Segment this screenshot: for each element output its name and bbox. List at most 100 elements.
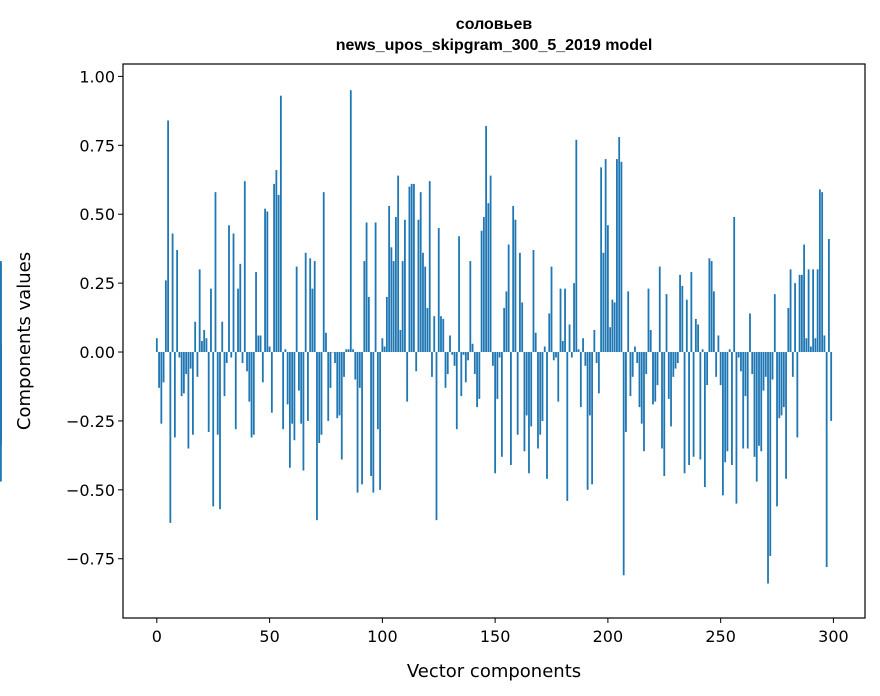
bar (778, 352, 781, 419)
bar (667, 352, 670, 399)
bar (683, 352, 686, 474)
bar (749, 313, 751, 353)
bar (796, 352, 799, 438)
bar (715, 352, 718, 377)
bar (476, 352, 478, 408)
bar (701, 349, 704, 353)
bar (697, 324, 699, 353)
bar (232, 233, 235, 353)
y-tick-label: 0.25 (79, 274, 115, 293)
bar (665, 294, 668, 353)
bar (656, 352, 659, 386)
bar (266, 211, 269, 353)
bar (649, 329, 652, 353)
bar (270, 352, 273, 413)
bar (467, 352, 469, 361)
y-tick-label: 1.00 (79, 67, 115, 86)
bar (302, 352, 305, 471)
bar (611, 299, 614, 353)
bar (712, 291, 715, 353)
bar (399, 329, 402, 353)
bar (212, 352, 215, 507)
bar (365, 222, 368, 353)
bar (246, 352, 248, 372)
bar (349, 90, 352, 353)
bar (674, 352, 677, 369)
bar (250, 352, 253, 438)
bar (442, 318, 445, 353)
bar (798, 274, 801, 353)
bar (277, 194, 280, 353)
bar (764, 352, 767, 377)
bar (214, 192, 217, 353)
bar (496, 352, 499, 399)
bar (201, 341, 203, 353)
bar (602, 252, 605, 353)
y-axis-label: Components values (14, 252, 35, 430)
bar (507, 244, 510, 353)
bar (690, 272, 693, 353)
bar (566, 352, 569, 501)
bar (361, 352, 363, 485)
bar (699, 352, 702, 460)
bar (758, 352, 760, 446)
bar (672, 352, 675, 377)
bar (273, 183, 275, 353)
bar (370, 352, 372, 477)
bar (579, 352, 582, 408)
y-tick-label: 0.50 (79, 205, 115, 224)
bar (676, 352, 679, 364)
bar (383, 346, 386, 353)
bar (613, 302, 616, 353)
bar (548, 313, 551, 353)
bar (794, 283, 796, 353)
bar (530, 352, 533, 427)
bar (814, 338, 817, 353)
bar (352, 349, 354, 353)
bar (394, 216, 397, 353)
bar (706, 352, 709, 386)
bar (503, 307, 506, 353)
bar (482, 216, 485, 353)
bar (645, 352, 648, 375)
bar (805, 338, 808, 353)
bar (523, 352, 526, 452)
bar (762, 352, 765, 391)
bar (410, 183, 413, 353)
bar (534, 332, 537, 353)
bar (173, 352, 176, 438)
bar (248, 352, 251, 402)
bar (376, 352, 379, 430)
bar (485, 126, 487, 353)
bar (313, 261, 316, 353)
bar (577, 349, 580, 353)
bar (345, 349, 348, 353)
bar (821, 192, 824, 353)
bar (440, 316, 442, 353)
bar (769, 352, 772, 556)
bar (171, 233, 174, 353)
bar (787, 307, 790, 353)
bar (823, 335, 826, 353)
bar (453, 352, 456, 366)
bar (480, 230, 483, 353)
bar (550, 266, 553, 353)
bar (178, 352, 181, 358)
bar (638, 352, 641, 408)
bar (500, 352, 503, 457)
bar (464, 352, 467, 383)
y-tick-label: −0.50 (66, 481, 115, 500)
bar (514, 219, 517, 353)
bar (462, 352, 465, 355)
bar (719, 352, 722, 386)
bar (755, 352, 758, 482)
bar (255, 272, 257, 353)
bar (426, 307, 429, 353)
bar (546, 352, 548, 479)
bar (528, 352, 530, 474)
bar (279, 95, 282, 353)
bar (257, 335, 260, 353)
bar (780, 352, 783, 416)
bar (234, 352, 237, 430)
